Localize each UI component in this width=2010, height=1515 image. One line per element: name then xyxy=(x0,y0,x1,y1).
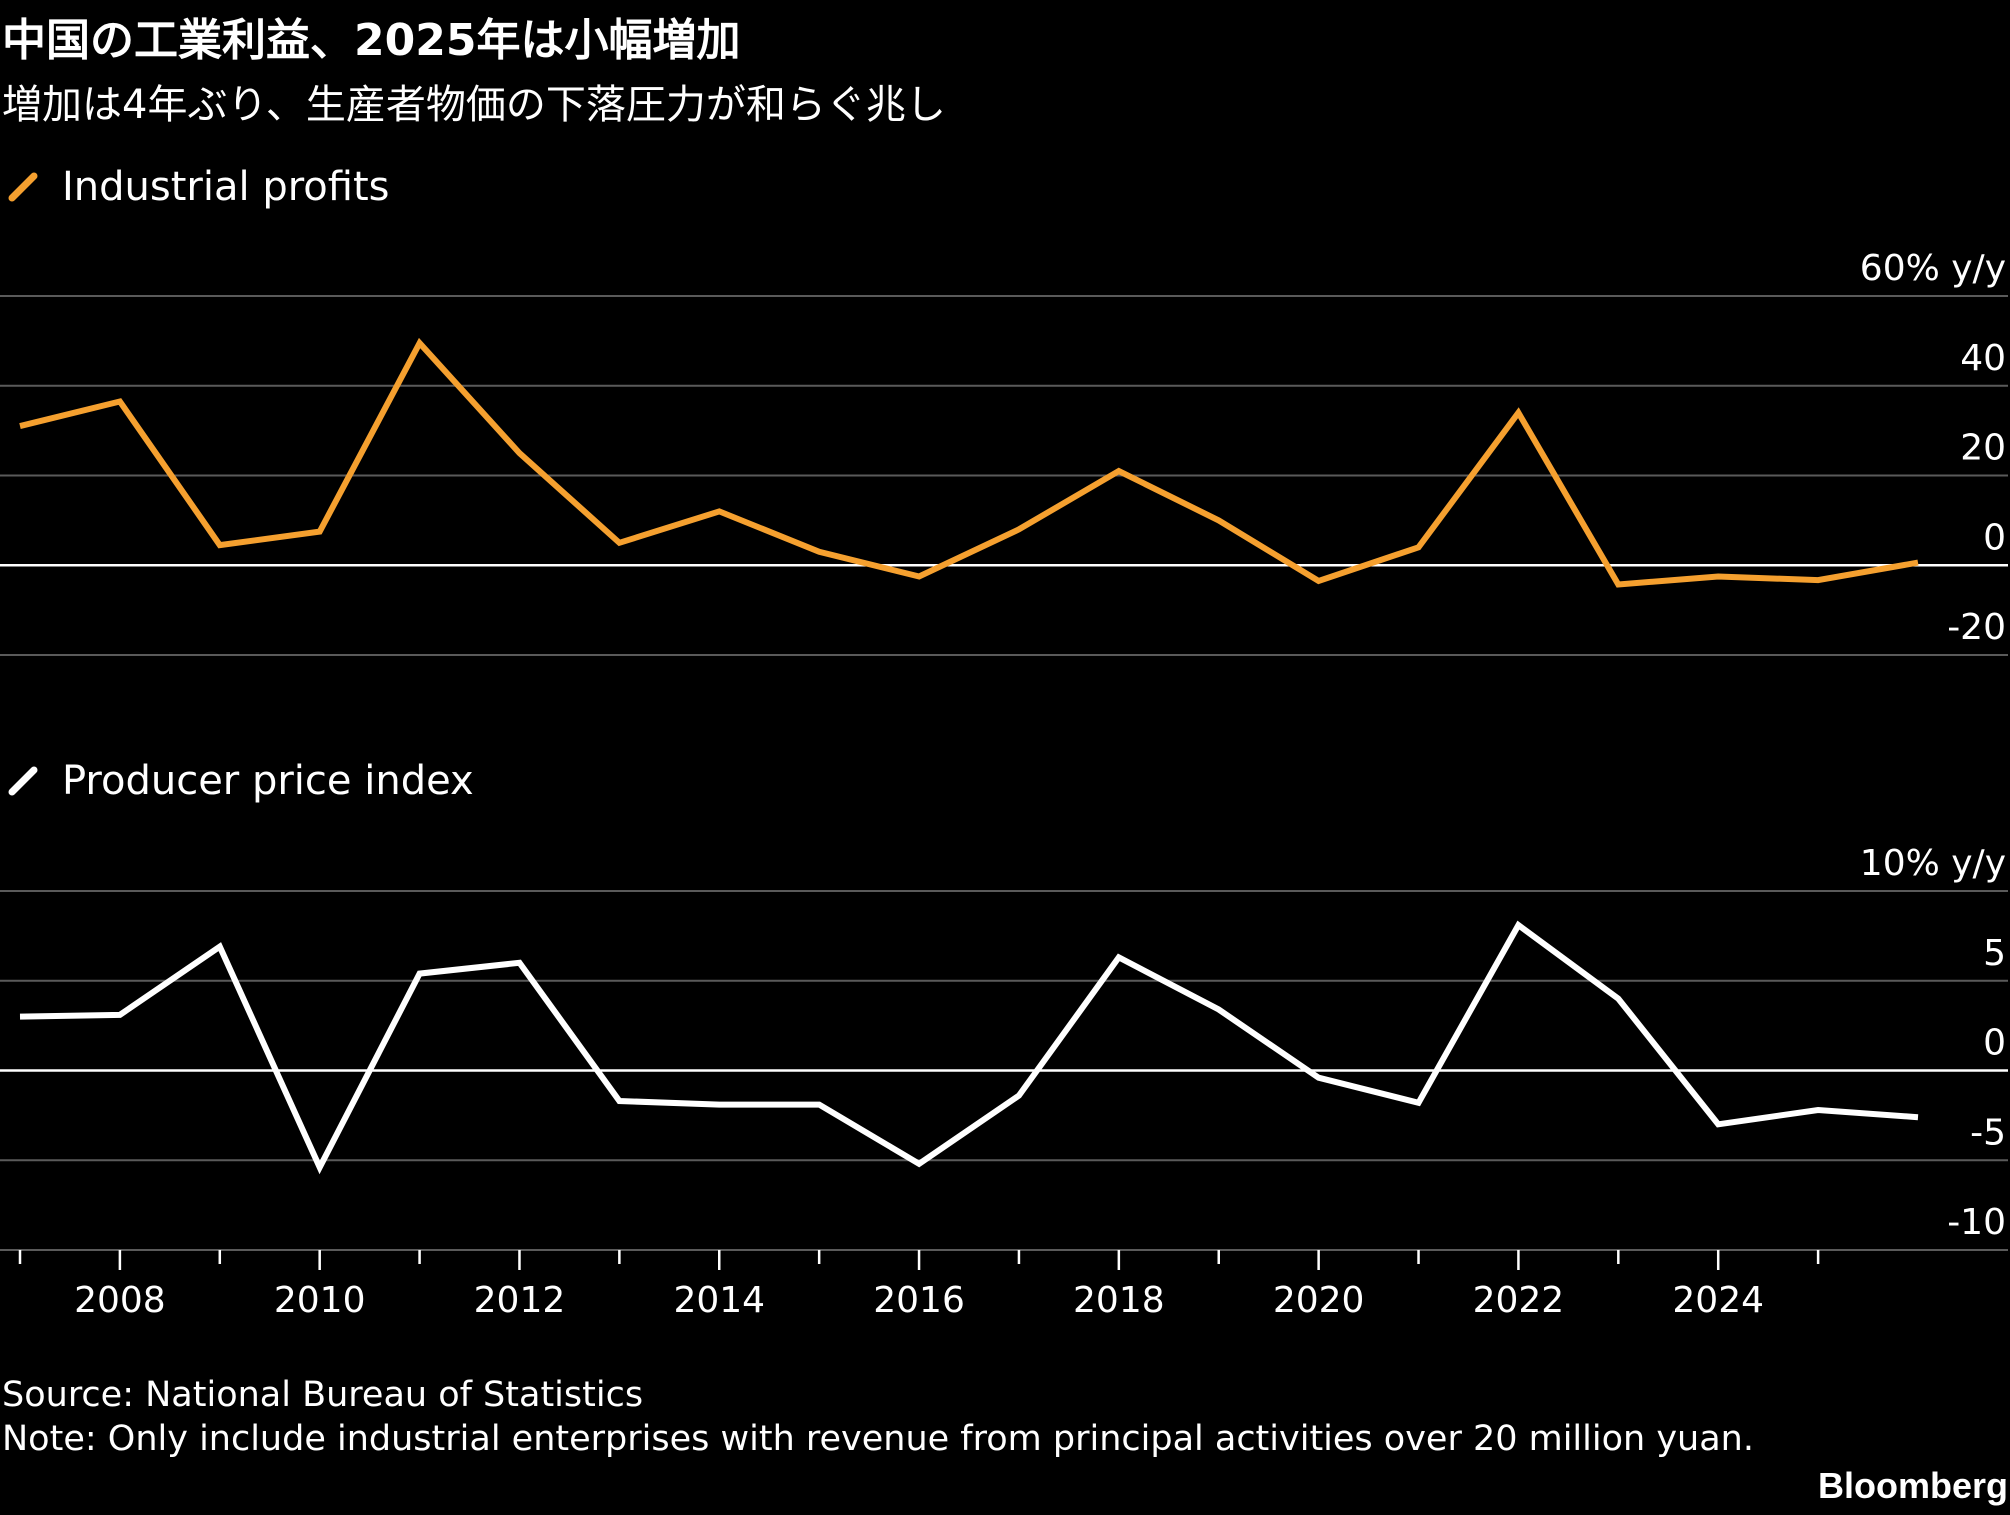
y-tick-label: 0 xyxy=(1983,517,2006,558)
chart-panel-1: 60% y/y 40 20 0 -20 xyxy=(0,248,2008,656)
x-tick-label: 2022 xyxy=(1473,1280,1565,1321)
legend-swatch-white-icon xyxy=(8,766,38,796)
series-line-producer-price-index xyxy=(19,920,1919,1175)
y-tick-label: 5 xyxy=(1983,933,2006,974)
x-tick-label: 2016 xyxy=(873,1280,965,1321)
x-tick-label: 2012 xyxy=(474,1280,566,1321)
legend-producer-price-index: Producer price index xyxy=(2,758,474,804)
source-text: Source: National Bureau of Statistics xyxy=(2,1375,644,1415)
chart-subtitle: 増加は4年ぶり、生産者物価の下落圧力が和らぐ兆し xyxy=(2,82,946,128)
chart-title: 中国の工業利益、2025年は小幅増加 xyxy=(2,15,741,66)
x-tick-label: 2014 xyxy=(673,1280,765,1321)
x-tick-label: 2010 xyxy=(274,1280,366,1321)
y-axis-unit-label: 60% y/y xyxy=(1860,248,2006,289)
legend-industrial-profits: Industrial profits xyxy=(2,164,389,210)
y-tick-label: 40 xyxy=(1960,338,2006,379)
legend-swatch-orange-icon xyxy=(8,172,38,202)
y-axis-unit-label: 10% y/y xyxy=(1860,843,2006,884)
x-tick-label: 2020 xyxy=(1273,1280,1365,1321)
y-tick-label: -5 xyxy=(1970,1112,2006,1153)
note-text: Note: Only include industrial enterprise… xyxy=(2,1419,1754,1459)
x-tick-label: 2008 xyxy=(74,1280,166,1321)
y-tick-label: 0 xyxy=(1983,1023,2006,1064)
legend-label-industrial-profits: Industrial profits xyxy=(62,164,390,210)
y-tick-label: -20 xyxy=(1947,607,2006,648)
x-tick-label: 2018 xyxy=(1073,1280,1165,1321)
x-tick-label: 2024 xyxy=(1672,1280,1764,1321)
x-axis: 2008 2010 2012 2014 2016 2018 2020 2022 2024 xyxy=(18,1250,1820,1321)
y-tick-label: 20 xyxy=(1960,428,2006,469)
series-line-industrial-profits xyxy=(19,337,1919,588)
y-tick-label: -10 xyxy=(1947,1202,2006,1243)
bloomberg-logo: Bloomberg xyxy=(1817,1465,2008,1506)
legend-label-producer-price-index: Producer price index xyxy=(62,758,474,804)
chart-panel-2: 10% y/y 5 0 -5 -10 xyxy=(0,843,2008,1251)
